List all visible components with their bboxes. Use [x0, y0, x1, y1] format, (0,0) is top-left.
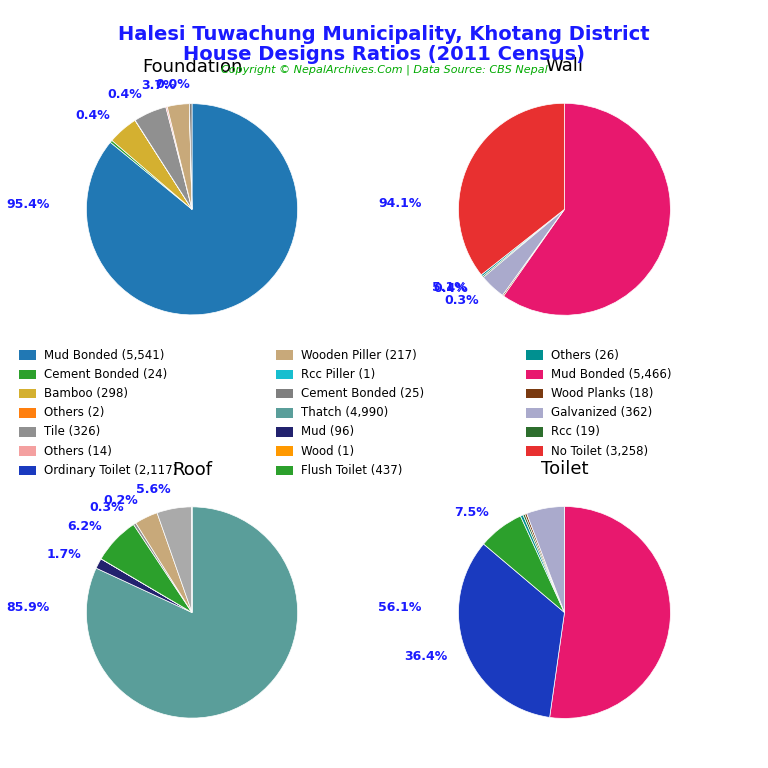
Wedge shape — [136, 513, 192, 613]
Text: House Designs Ratios (2011 Census): House Designs Ratios (2011 Census) — [183, 45, 585, 64]
Text: Bamboo (298): Bamboo (298) — [44, 387, 127, 400]
Wedge shape — [458, 544, 564, 717]
Wedge shape — [458, 103, 564, 275]
Bar — [276, 350, 293, 360]
Text: No Toilet (3,258): No Toilet (3,258) — [551, 445, 647, 458]
Wedge shape — [112, 121, 192, 209]
Wedge shape — [87, 507, 297, 718]
Bar — [276, 408, 293, 418]
Text: 3.7%: 3.7% — [141, 79, 176, 92]
Wedge shape — [87, 104, 297, 315]
Title: Toilet: Toilet — [541, 461, 588, 478]
Text: 0.2%: 0.2% — [103, 494, 138, 507]
Text: 0.3%: 0.3% — [90, 502, 124, 515]
Text: Mud Bonded (5,541): Mud Bonded (5,541) — [44, 349, 164, 362]
Text: Galvanized (362): Galvanized (362) — [551, 406, 652, 419]
Bar — [526, 389, 543, 399]
Text: 0.4%: 0.4% — [433, 283, 468, 296]
Bar — [276, 465, 293, 475]
Text: Copyright © NepalArchives.Com | Data Source: CBS Nepal: Copyright © NepalArchives.Com | Data Sou… — [220, 65, 548, 75]
Text: Rcc Piller (1): Rcc Piller (1) — [301, 368, 376, 381]
Wedge shape — [523, 514, 564, 613]
Text: 85.9%: 85.9% — [6, 601, 49, 614]
Text: 0.3%: 0.3% — [445, 294, 479, 307]
Bar — [19, 408, 36, 418]
Wedge shape — [521, 515, 564, 613]
Text: Others (2): Others (2) — [44, 406, 104, 419]
Text: 1.7%: 1.7% — [47, 548, 81, 561]
Text: Others (26): Others (26) — [551, 349, 618, 362]
Bar — [276, 369, 293, 379]
Bar — [276, 427, 293, 437]
Text: Tile (326): Tile (326) — [44, 425, 100, 439]
Text: Mud (96): Mud (96) — [301, 425, 354, 439]
Bar — [276, 389, 293, 399]
Wedge shape — [167, 104, 192, 209]
Wedge shape — [111, 141, 192, 209]
Wedge shape — [482, 209, 564, 276]
Bar — [526, 427, 543, 437]
Wedge shape — [483, 209, 564, 295]
Bar — [526, 446, 543, 456]
Wedge shape — [135, 107, 192, 209]
Wedge shape — [550, 507, 670, 718]
Text: 7.5%: 7.5% — [454, 506, 489, 519]
Text: Wood Planks (18): Wood Planks (18) — [551, 387, 653, 400]
Text: 56.1%: 56.1% — [378, 601, 422, 614]
Bar — [19, 427, 36, 437]
Text: 0.0%: 0.0% — [156, 78, 190, 91]
Bar — [19, 465, 36, 475]
Bar — [19, 389, 36, 399]
Text: Wood (1): Wood (1) — [301, 445, 354, 458]
Bar — [19, 446, 36, 456]
Text: Mud Bonded (5,466): Mud Bonded (5,466) — [551, 368, 671, 381]
Wedge shape — [157, 507, 192, 613]
Text: Cement Bonded (24): Cement Bonded (24) — [44, 368, 167, 381]
Text: Halesi Tuwachung Municipality, Khotang District: Halesi Tuwachung Municipality, Khotang D… — [118, 25, 650, 44]
Wedge shape — [484, 516, 564, 613]
Bar — [526, 408, 543, 418]
Wedge shape — [504, 103, 670, 315]
Text: 5.6%: 5.6% — [137, 483, 171, 496]
Wedge shape — [101, 559, 192, 613]
Text: 0.4%: 0.4% — [75, 109, 111, 121]
Text: 95.4%: 95.4% — [6, 197, 49, 210]
Bar — [19, 350, 36, 360]
Text: Flush Toilet (437): Flush Toilet (437) — [301, 464, 402, 477]
Wedge shape — [134, 523, 192, 613]
Wedge shape — [190, 104, 192, 209]
Wedge shape — [527, 507, 564, 613]
Title: Wall: Wall — [545, 58, 584, 75]
Text: Wooden Piller (217): Wooden Piller (217) — [301, 349, 417, 362]
Text: Rcc (19): Rcc (19) — [551, 425, 600, 439]
Wedge shape — [166, 107, 192, 209]
Wedge shape — [135, 121, 192, 209]
Text: 94.1%: 94.1% — [378, 197, 422, 210]
Wedge shape — [96, 559, 192, 613]
Wedge shape — [101, 525, 192, 613]
Wedge shape — [482, 209, 564, 277]
Text: Thatch (4,990): Thatch (4,990) — [301, 406, 389, 419]
Text: Ordinary Toilet (2,117): Ordinary Toilet (2,117) — [44, 464, 177, 477]
Wedge shape — [190, 104, 192, 209]
Text: Others (14): Others (14) — [44, 445, 111, 458]
Wedge shape — [525, 514, 564, 613]
Text: 36.4%: 36.4% — [405, 650, 448, 664]
Title: Foundation: Foundation — [142, 58, 242, 76]
Title: Roof: Roof — [172, 461, 212, 479]
Bar — [526, 350, 543, 360]
Text: Cement Bonded (25): Cement Bonded (25) — [301, 387, 424, 400]
Text: 0.4%: 0.4% — [108, 88, 142, 101]
Bar — [526, 369, 543, 379]
Wedge shape — [502, 209, 564, 296]
Text: 5.1%: 5.1% — [432, 281, 467, 294]
Text: 6.2%: 6.2% — [67, 520, 101, 533]
Bar — [19, 369, 36, 379]
Bar — [276, 446, 293, 456]
